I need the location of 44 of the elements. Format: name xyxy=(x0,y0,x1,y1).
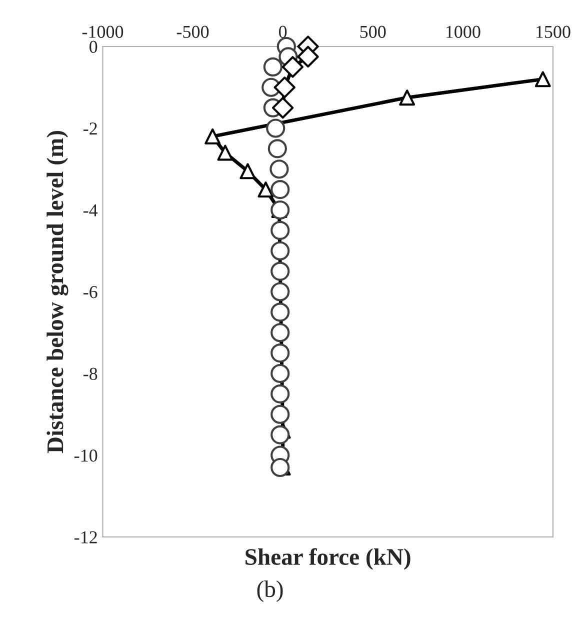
point xyxy=(270,200,290,220)
y-tick-label: 0 xyxy=(90,40,98,53)
point xyxy=(534,71,551,88)
point xyxy=(399,90,416,106)
point xyxy=(270,180,290,200)
point xyxy=(268,139,287,158)
point xyxy=(240,163,256,180)
y-tick-label: -2 xyxy=(83,122,97,135)
y-tick-label: -12 xyxy=(74,531,97,544)
point xyxy=(263,57,282,76)
point xyxy=(270,262,290,281)
x-tick-label: 500 xyxy=(360,26,386,38)
point xyxy=(270,241,290,260)
point xyxy=(272,96,294,119)
point xyxy=(270,302,290,322)
x-tick-label: 1000 xyxy=(446,26,480,38)
point xyxy=(274,76,296,98)
point xyxy=(270,160,289,179)
y-tick-label: -8 xyxy=(83,368,98,380)
x-tick-label: -500 xyxy=(176,26,209,38)
point xyxy=(266,118,286,138)
point xyxy=(270,404,290,424)
x-tick-label: 1500 xyxy=(536,26,570,38)
y-tick-label: -6 xyxy=(83,286,98,298)
point xyxy=(270,384,290,404)
point xyxy=(258,182,274,198)
point xyxy=(204,128,221,144)
point xyxy=(270,425,290,444)
point xyxy=(270,344,290,363)
x-tick-label: -1000 xyxy=(82,26,124,38)
x-axis-title: Shear force (kN) xyxy=(246,548,410,570)
point xyxy=(270,323,290,342)
y-axis-title: Distance below ground level (m) xyxy=(46,131,68,454)
point xyxy=(270,282,290,302)
point xyxy=(217,144,234,161)
point xyxy=(282,56,304,78)
text: (b) xyxy=(257,580,283,602)
point xyxy=(270,458,290,478)
y-tick-label: -4 xyxy=(83,204,98,216)
point xyxy=(270,364,290,384)
point xyxy=(297,46,319,68)
x-tick-label: 0 xyxy=(278,26,287,38)
point xyxy=(270,220,290,240)
y-tick-label: -10 xyxy=(74,450,98,462)
